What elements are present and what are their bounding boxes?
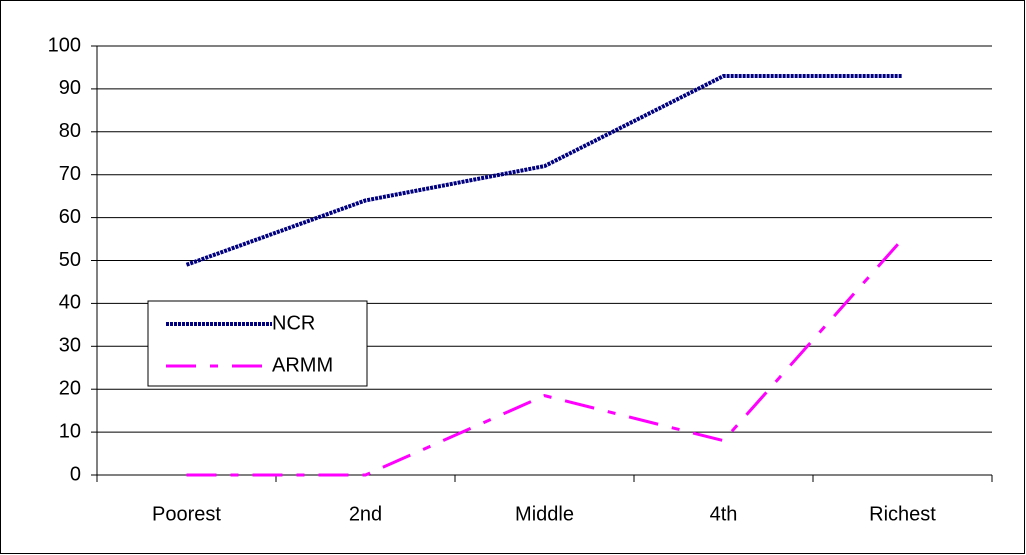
y-tick-label: 20 [59, 377, 81, 399]
y-tick-label: 0 [70, 463, 81, 485]
y-tick-label: 30 [59, 335, 81, 357]
x-tick-label: Middle [515, 503, 574, 525]
legend-label: NCR [272, 312, 315, 334]
y-tick-label: 100 [48, 34, 81, 56]
y-tick-label: 70 [59, 163, 81, 185]
legend-label: ARMM [272, 354, 333, 376]
x-tick-label: 2nd [349, 503, 382, 525]
x-tick-label: Poorest [152, 503, 221, 525]
y-tick-label: 50 [59, 249, 81, 271]
y-tick-label: 60 [59, 206, 81, 228]
y-tick-label: 80 [59, 120, 81, 142]
legend-box [147, 300, 368, 387]
y-tick-label: 90 [59, 77, 81, 99]
y-tick-label: 10 [59, 420, 81, 442]
x-tick-label: Richest [869, 503, 936, 525]
y-tick-label: 40 [59, 292, 81, 314]
x-tick-label: 4th [710, 503, 738, 525]
data-line [185, 74, 903, 267]
data-line [186, 238, 904, 477]
